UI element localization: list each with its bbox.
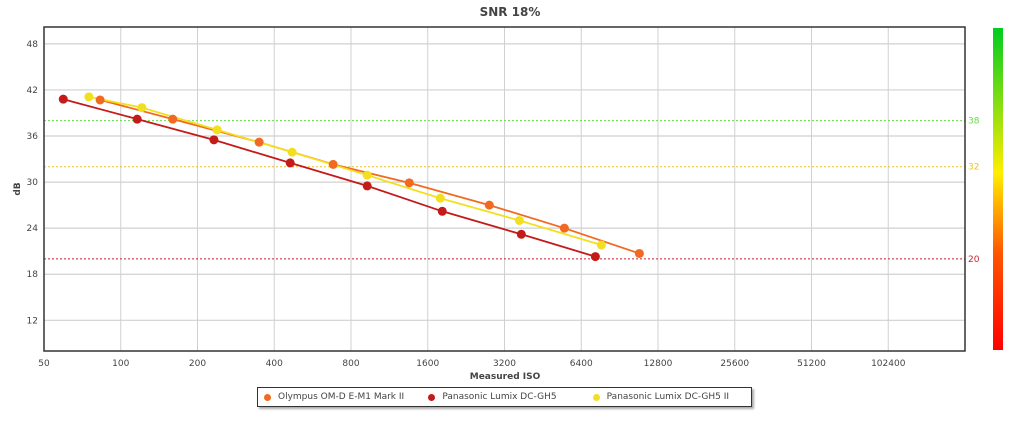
data-point-1 <box>362 181 372 191</box>
data-point-1 <box>516 229 526 239</box>
data-point-2 <box>435 193 445 203</box>
x-tick-label: 200 <box>189 359 206 369</box>
x-tick-label: 25600 <box>720 359 749 369</box>
legend-item-gh5-ii[interactable]: Panasonic Lumix DC-GH5 II <box>592 392 751 402</box>
y-tick-label: 18 <box>27 270 39 280</box>
data-point-2 <box>362 170 372 180</box>
color-scale-bar <box>993 28 1003 350</box>
x-tick-label: 400 <box>266 359 283 369</box>
x-tick-label: 100 <box>112 359 129 369</box>
x-tick-label: 1600 <box>416 359 439 369</box>
threshold-label: 38 <box>968 117 980 127</box>
y-axis-label: dB <box>13 182 23 195</box>
data-point-2 <box>514 215 524 225</box>
legend-marker <box>264 393 271 401</box>
x-tick-label: 50 <box>38 359 50 369</box>
x-tick-label: 12800 <box>644 359 673 369</box>
y-tick-label: 30 <box>27 178 39 188</box>
legend-marker <box>428 393 436 401</box>
data-point-1 <box>58 94 68 104</box>
data-point-0 <box>95 95 105 105</box>
legend-label: Olympus OM-D E-M1 Mark II <box>278 392 405 402</box>
x-tick-label: 6400 <box>570 359 593 369</box>
data-point-2 <box>596 240 606 250</box>
data-point-2 <box>137 103 147 113</box>
chart-title: SNR 18% <box>480 5 541 19</box>
data-point-0 <box>484 200 494 210</box>
y-tick-label: 48 <box>27 40 39 50</box>
x-tick-label: 102400 <box>871 359 906 369</box>
series-line-2 <box>88 96 602 246</box>
legend-label: Panasonic Lumix DC-GH5 II <box>606 392 730 402</box>
data-point-1 <box>590 252 600 262</box>
threshold-label: 32 <box>968 163 979 173</box>
legend-item-gh5[interactable]: Panasonic Lumix DC-GH5 <box>428 392 586 402</box>
data-point-2 <box>84 92 94 102</box>
data-point-0 <box>254 137 264 147</box>
data-point-1 <box>285 158 295 168</box>
data-point-0 <box>634 248 644 258</box>
data-point-0 <box>559 223 569 233</box>
data-point-1 <box>437 206 447 216</box>
data-point-2 <box>287 147 297 157</box>
data-point-1 <box>209 135 219 145</box>
data-point-0 <box>328 159 338 169</box>
threshold-label: 20 <box>968 255 980 265</box>
y-tick-label: 24 <box>27 224 39 234</box>
x-tick-label: 51200 <box>797 359 826 369</box>
y-tick-label: 36 <box>27 132 39 142</box>
legend-item-olympus[interactable]: Olympus OM-D E-M1 Mark II <box>264 392 422 402</box>
series-line-1 <box>63 98 596 258</box>
y-tick-label: 12 <box>27 316 38 326</box>
x-tick-label: 3200 <box>493 359 516 369</box>
plot-frame <box>43 26 966 352</box>
data-point-1 <box>132 114 142 124</box>
data-point-0 <box>404 178 414 188</box>
data-point-2 <box>212 125 222 135</box>
data-point-0 <box>168 114 178 124</box>
legend-label: Panasonic Lumix DC-GH5 <box>442 392 557 402</box>
x-axis-label: Measured ISO <box>470 372 541 382</box>
legend: Olympus OM-D E-M1 Mark II Panasonic Lumi… <box>257 387 752 407</box>
y-tick-label: 42 <box>27 86 38 96</box>
x-tick-label: 800 <box>342 359 359 369</box>
legend-marker <box>592 393 600 401</box>
